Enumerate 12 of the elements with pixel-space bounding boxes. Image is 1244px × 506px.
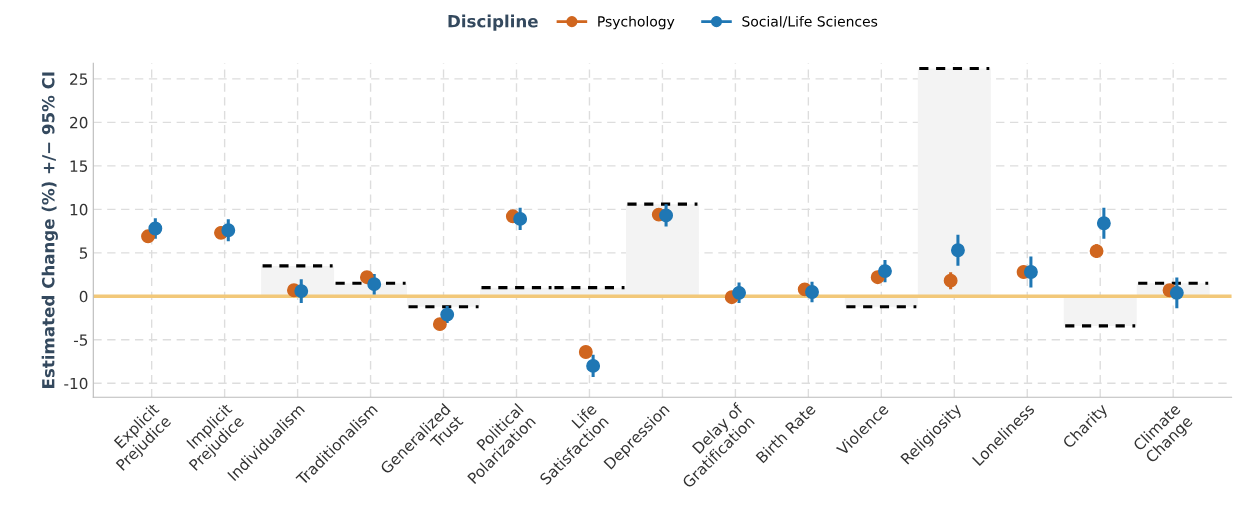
legend-title: Discipline (448, 14, 538, 31)
legend-label: Psychology (598, 15, 675, 30)
y-tick-label: 20 (70, 116, 88, 129)
y-tick-label: 25 (70, 73, 88, 85)
legend-label: Social/Life Sciences (742, 15, 878, 28)
y-tick-label: -5 (73, 334, 88, 346)
y-tick-label: 0 (79, 290, 88, 303)
y-tick-label: -10 (64, 377, 88, 390)
y-tick-label: 15 (70, 160, 88, 172)
y-axis-title: Estimated Change (%) +/− 95% CI (41, 72, 58, 388)
y-tick-label: 5 (79, 247, 88, 259)
y-tick-label: 10 (70, 203, 88, 216)
